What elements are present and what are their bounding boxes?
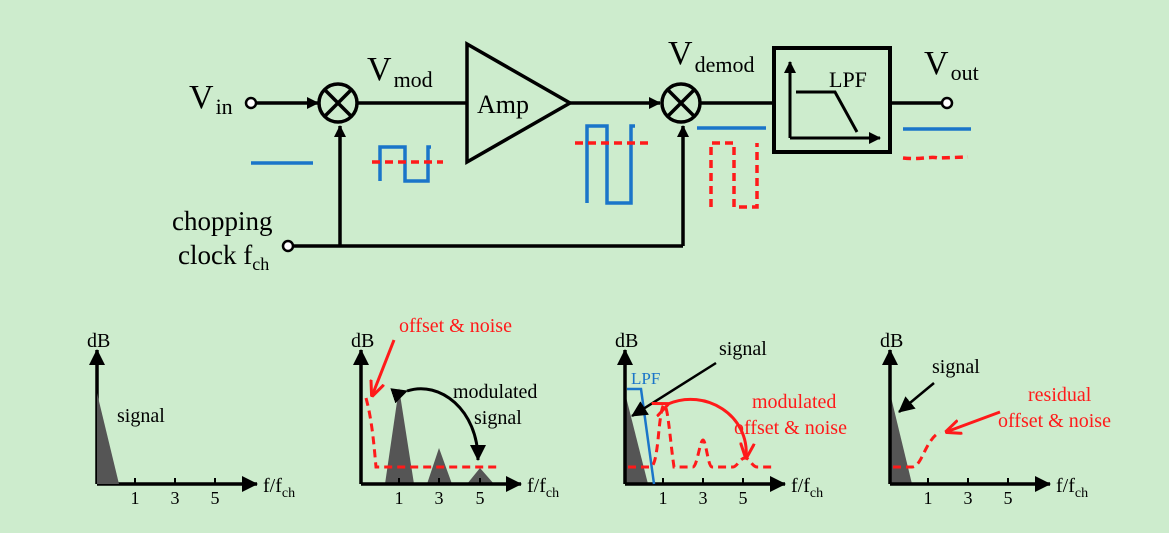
p1-xlabel: f/fch (263, 475, 295, 501)
p2-modulated-arrow (390, 387, 486, 461)
p2-tick-3: 3 (435, 488, 444, 508)
p4-tick-3: 3 (964, 488, 973, 508)
p3-signal-label: signal (719, 338, 767, 360)
p1-tick-3: 3 (171, 488, 180, 508)
p2-signal-peak-5 (467, 468, 494, 484)
amp-label: Amp (477, 90, 529, 119)
p3-modulated-label-1: modulated (752, 391, 836, 413)
p3-tick-5: 5 (739, 488, 748, 508)
p2-offset-arrow (372, 339, 396, 396)
vmod-square-wave (378, 145, 431, 183)
p3-signal-spectrum (625, 393, 648, 484)
modulator-mixer (317, 82, 359, 124)
spectrum-panel-2: dB offset & noise modulated signal f/fch… (351, 315, 559, 508)
p3-tick-1: 1 (659, 488, 668, 508)
amp-square-wave (585, 124, 635, 205)
amp-block (465, 40, 574, 166)
p4-signal-label: signal (932, 356, 980, 378)
vout-terminal (940, 96, 954, 110)
p3-ticks (662, 478, 744, 484)
p2-offset-label: offset & noise (399, 315, 512, 337)
waveforms (251, 124, 971, 209)
p3-lpf-curve (627, 387, 656, 485)
p4-signal-arrow (898, 382, 935, 413)
spectrum-panel-3: dB signal LPF modulated offset & noise f… (615, 330, 847, 508)
clock-label-line2: clock fch (178, 240, 269, 274)
vout-label: Vout (924, 45, 979, 85)
vin-terminal (244, 96, 258, 110)
block-diagram (244, 40, 954, 253)
block-labels: Vin Vmod Amp Vdemod LPF Vout chopping cl… (172, 35, 979, 274)
p2-ylabel: dB (351, 330, 374, 352)
p3-tick-3: 3 (699, 488, 708, 508)
p2-tick-1: 1 (395, 488, 404, 508)
p4-tick-5: 5 (1004, 488, 1013, 508)
vmod-label: Vmod (367, 51, 433, 92)
vdemod-label: Vdemod (668, 35, 754, 77)
p3-modulated-label-2: offset & noise (734, 417, 847, 439)
p4-residual-label-1: residual (1028, 384, 1092, 406)
p3-modulated-arrow (668, 397, 746, 458)
p2-tick-5: 5 (476, 488, 485, 508)
p2-ticks (398, 478, 481, 484)
p1-tick-1: 1 (131, 488, 140, 508)
demodulator-mixer (660, 82, 702, 124)
p1-ticks (134, 478, 216, 484)
clock-terminal (281, 239, 295, 253)
p4-ticks (927, 478, 1009, 484)
p4-residual-label-2: offset & noise (998, 410, 1111, 432)
lpf-inner-plot (784, 61, 881, 144)
p1-signal-label: signal (117, 405, 165, 427)
p4-xlabel: f/fch (1056, 475, 1088, 501)
p2-modulated-label-1: modulated (453, 381, 537, 403)
p4-ylabel: dB (880, 330, 903, 352)
lpf-label: LPF (829, 67, 867, 92)
p3-ylabel: dB (615, 330, 638, 352)
output-residual-line (902, 155, 969, 161)
p1-ylabel: dB (87, 330, 110, 352)
clock-label-line1: chopping (172, 206, 273, 236)
p2-xlabel: f/fch (527, 475, 559, 501)
spectrum-panel-4: dB signal residual offset & noise f/fch … (880, 330, 1111, 508)
spectrum-panel-1: dB signal f/fch 1 3 5 (87, 330, 295, 508)
p4-residual-curve (893, 430, 941, 469)
demod-offset-wave (709, 141, 759, 209)
p2-modulated-label-2: signal (474, 407, 522, 429)
p3-signal-arrow (631, 361, 717, 418)
p4-tick-1: 1 (924, 488, 933, 508)
p1-tick-5: 5 (211, 488, 220, 508)
p4-residual-arrow (946, 410, 1001, 432)
p2-offset-noise-curve (364, 397, 497, 469)
lpf-block (772, 46, 892, 154)
p2-signal-peak-1 (385, 388, 414, 484)
vin-label: Vin (189, 79, 233, 119)
p1-signal-spectrum (97, 393, 119, 484)
p4-signal-spectrum (890, 393, 912, 484)
p3-xlabel: f/fch (791, 475, 823, 501)
p3-lpf-label: LPF (631, 369, 660, 388)
